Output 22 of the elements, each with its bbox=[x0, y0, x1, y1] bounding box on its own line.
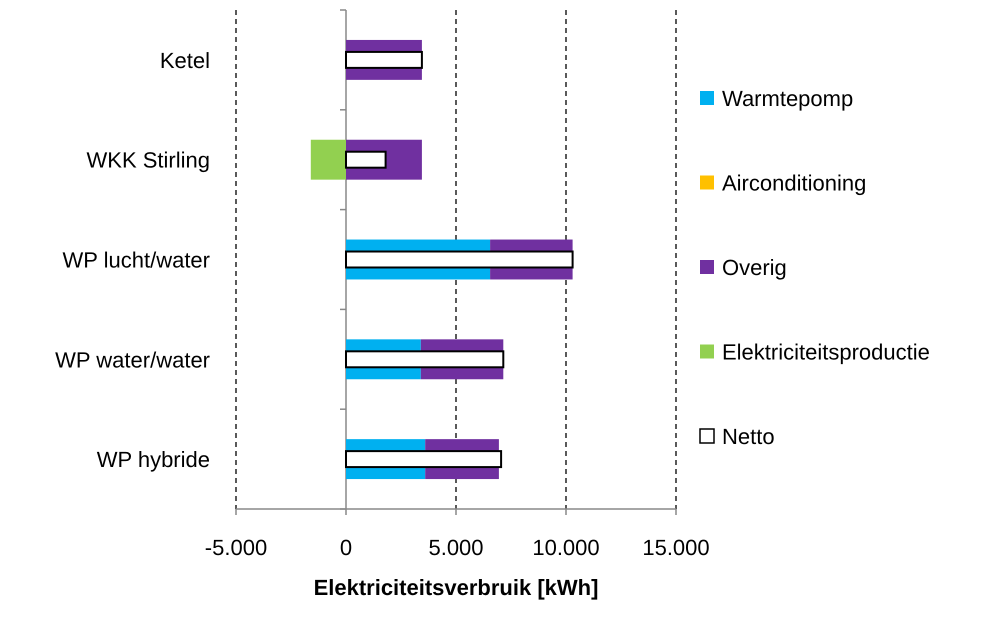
legend-label: Overig bbox=[722, 255, 787, 280]
y-tick-label: Ketel bbox=[160, 48, 210, 73]
bar bbox=[345, 50, 423, 69]
legend-label: Netto bbox=[722, 424, 775, 449]
x-tick-label: 10.000 bbox=[532, 535, 600, 560]
bar bbox=[310, 140, 346, 180]
y-tick-label: WP water/water bbox=[55, 347, 210, 372]
bar bbox=[345, 250, 574, 268]
y-tick-label: WP hybride bbox=[96, 447, 210, 472]
bar bbox=[345, 350, 504, 368]
bar bbox=[345, 450, 502, 468]
x-tick-label: -5.000 bbox=[204, 535, 268, 560]
x-tick-label: 15.000 bbox=[642, 535, 710, 560]
bar bbox=[345, 150, 387, 169]
legend-label: Airconditioning bbox=[722, 170, 866, 196]
y-tick-label: WP lucht/water bbox=[62, 248, 210, 272]
legend-label: Elektriciteitsproductie bbox=[722, 340, 930, 364]
x-tick-label: 5.000 bbox=[428, 535, 484, 560]
x-axis-title: Elektriciteitsverbruik [kWh] bbox=[314, 575, 598, 600]
y-tick-label: WKK Stirling bbox=[86, 148, 210, 173]
x-tick-label: 0 bbox=[340, 535, 352, 560]
legend-label: Warmtepomp bbox=[722, 86, 854, 111]
